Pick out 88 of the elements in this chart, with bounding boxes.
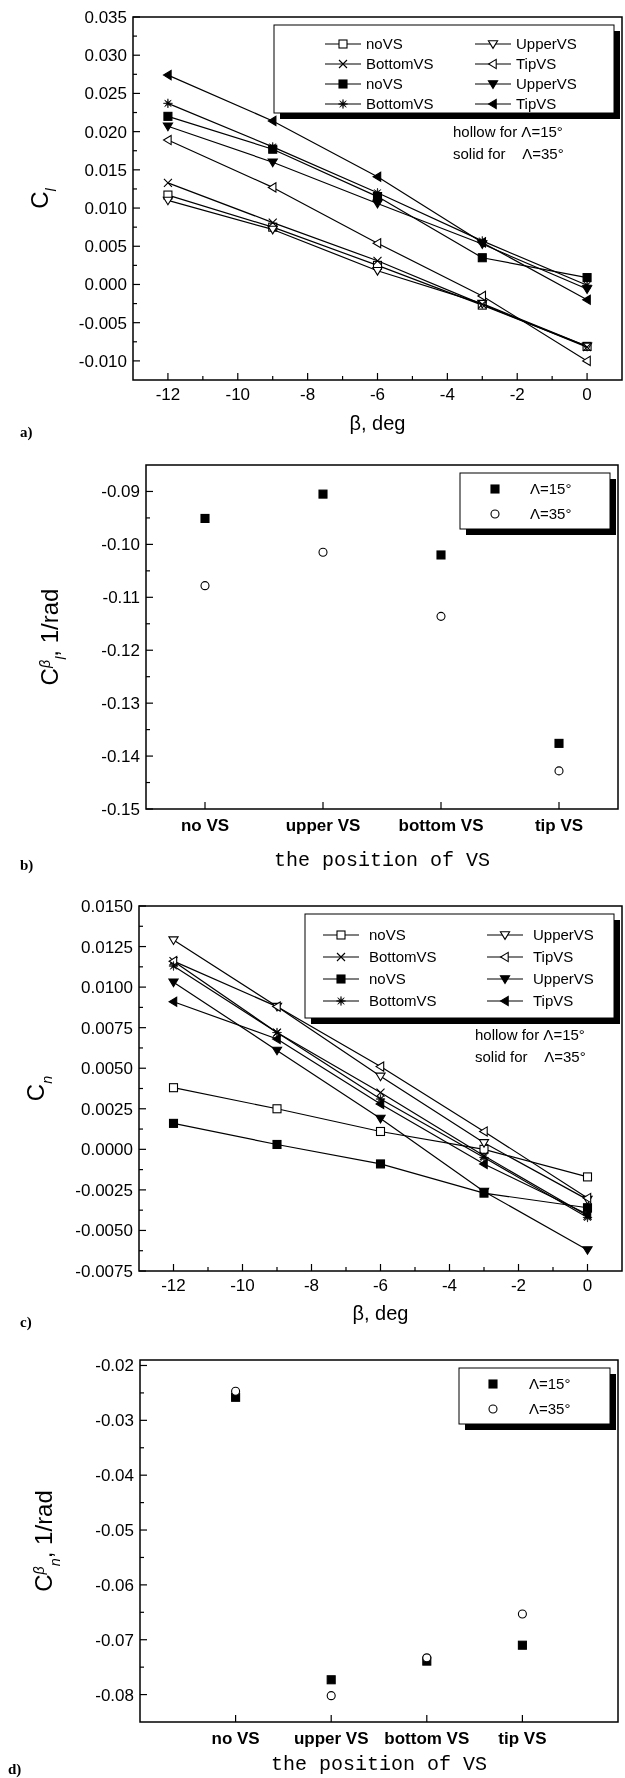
legend-label: BottomVS bbox=[366, 95, 434, 113]
x-tick-label: -2 bbox=[509, 385, 525, 404]
y-tick-label: 0.0150 bbox=[81, 896, 133, 916]
x-tick-label: -6 bbox=[369, 385, 386, 404]
x-tick-label: upper VS bbox=[285, 816, 361, 835]
y-tick-label: -0.0075 bbox=[75, 1261, 133, 1281]
legend-label: TipVS bbox=[516, 55, 557, 73]
y-tick-label: 0.005 bbox=[84, 237, 127, 257]
x-tick-label: tip VS bbox=[534, 816, 584, 835]
y-tick-label: 0.000 bbox=[84, 275, 127, 295]
x-tick-label: no VS bbox=[180, 816, 230, 835]
y-tick-label: -0.04 bbox=[95, 1466, 134, 1486]
legend-label: TipVS bbox=[516, 95, 557, 113]
x-axis-title: the position of VS bbox=[273, 849, 491, 872]
y-tick-label: -0.15 bbox=[101, 799, 140, 819]
y-tick-label: -0.14 bbox=[101, 747, 140, 767]
y-tick-label: 0.0075 bbox=[81, 1018, 133, 1038]
legend-label: TipVS bbox=[533, 992, 574, 1010]
x-tick-label: tip VS bbox=[498, 1729, 547, 1748]
legend-label: UpperVS bbox=[533, 926, 594, 944]
y-tick-label: -0.02 bbox=[95, 1356, 134, 1376]
y-tick-label: -0.07 bbox=[95, 1630, 134, 1650]
y-tick-label: -0.13 bbox=[101, 694, 140, 714]
annotation: solid for Λ=35° bbox=[453, 145, 564, 162]
x-tick-label: -12 bbox=[161, 1276, 186, 1295]
annotation: hollow for Λ=15° bbox=[453, 123, 563, 140]
y-tick-label: -0.010 bbox=[78, 351, 127, 371]
legend-label: noVS bbox=[366, 75, 403, 93]
text: d) bbox=[8, 1761, 22, 1778]
y-tick-label: 0.030 bbox=[84, 46, 127, 66]
y-tick-label: -0.06 bbox=[95, 1575, 134, 1595]
y-tick-label: -0.12 bbox=[101, 641, 140, 661]
y-tick-label: 0.010 bbox=[84, 199, 127, 218]
x-tick-label: -8 bbox=[303, 1276, 320, 1295]
text: c) bbox=[20, 1314, 32, 1331]
legend-label: UpperVS bbox=[516, 35, 577, 53]
text: a) bbox=[20, 424, 33, 441]
legend-label: Λ=15° bbox=[530, 480, 572, 498]
x-tick-label: -4 bbox=[439, 385, 455, 404]
x-tick-label: -10 bbox=[225, 385, 251, 404]
x-axis-title: the position of VS bbox=[270, 1753, 488, 1776]
x-tick-label: bottom VS bbox=[384, 1729, 470, 1748]
x-tick-label: upper VS bbox=[293, 1729, 369, 1748]
y-tick-label: 0.035 bbox=[84, 7, 127, 27]
y-tick-label: -0.09 bbox=[101, 482, 140, 502]
legend-label: noVS bbox=[369, 970, 406, 988]
x-tick-label: no VS bbox=[211, 1729, 260, 1748]
y-tick-label: 0.0125 bbox=[81, 937, 133, 957]
legend-label: UpperVS bbox=[516, 75, 577, 93]
x-tick-label: -10 bbox=[230, 1276, 255, 1295]
x-tick-label: 0 bbox=[582, 385, 592, 404]
y-tick-label: 0.015 bbox=[84, 160, 127, 180]
y-tick-label: 0.025 bbox=[84, 84, 127, 104]
legend-label: BottomVS bbox=[366, 55, 434, 73]
y-tick-label: -0.08 bbox=[95, 1685, 134, 1705]
y-tick-label: -0.0050 bbox=[75, 1221, 133, 1241]
legend-label: TipVS bbox=[533, 948, 574, 966]
x-tick-label: -2 bbox=[510, 1276, 527, 1295]
y-tick-label: -0.0025 bbox=[75, 1180, 133, 1200]
text: b) bbox=[20, 857, 34, 874]
y-tick-label: 0.0000 bbox=[81, 1140, 133, 1160]
y-tick-label: -0.005 bbox=[78, 313, 127, 333]
x-tick-label: -6 bbox=[372, 1276, 389, 1295]
x-tick-label: -4 bbox=[441, 1276, 458, 1295]
legend-label: Λ=15° bbox=[529, 1375, 571, 1393]
y-tick-label: -0.10 bbox=[101, 535, 140, 555]
legend-label: Λ=35° bbox=[529, 1400, 571, 1418]
x-tick-label: -8 bbox=[300, 385, 316, 404]
y-tick-label: -0.05 bbox=[95, 1520, 134, 1540]
y-tick-label: 0.0100 bbox=[81, 978, 133, 998]
y-tick-label: -0.11 bbox=[102, 588, 140, 608]
legend-label: noVS bbox=[366, 35, 403, 53]
y-tick-label: 0.0050 bbox=[81, 1059, 133, 1079]
legend-label: BottomVS bbox=[369, 992, 437, 1010]
legend-label: UpperVS bbox=[533, 970, 594, 988]
legend-label: Λ=35° bbox=[530, 505, 572, 523]
y-tick-label: 0.020 bbox=[84, 122, 127, 142]
legend-label: noVS bbox=[369, 926, 406, 944]
x-axis-title: β, deg bbox=[352, 1302, 409, 1324]
x-tick-label: bottom VS bbox=[398, 816, 484, 835]
annotation: solid for Λ=35° bbox=[475, 1048, 586, 1065]
x-tick-label: -12 bbox=[155, 385, 181, 404]
x-tick-label: 0 bbox=[582, 1276, 593, 1295]
x-axis-title: β, deg bbox=[349, 412, 406, 434]
annotation: hollow for Λ=15° bbox=[475, 1026, 585, 1043]
y-tick-label: -0.03 bbox=[95, 1411, 134, 1431]
y-tick-label: 0.0025 bbox=[81, 1099, 133, 1119]
legend-label: BottomVS bbox=[369, 948, 437, 966]
